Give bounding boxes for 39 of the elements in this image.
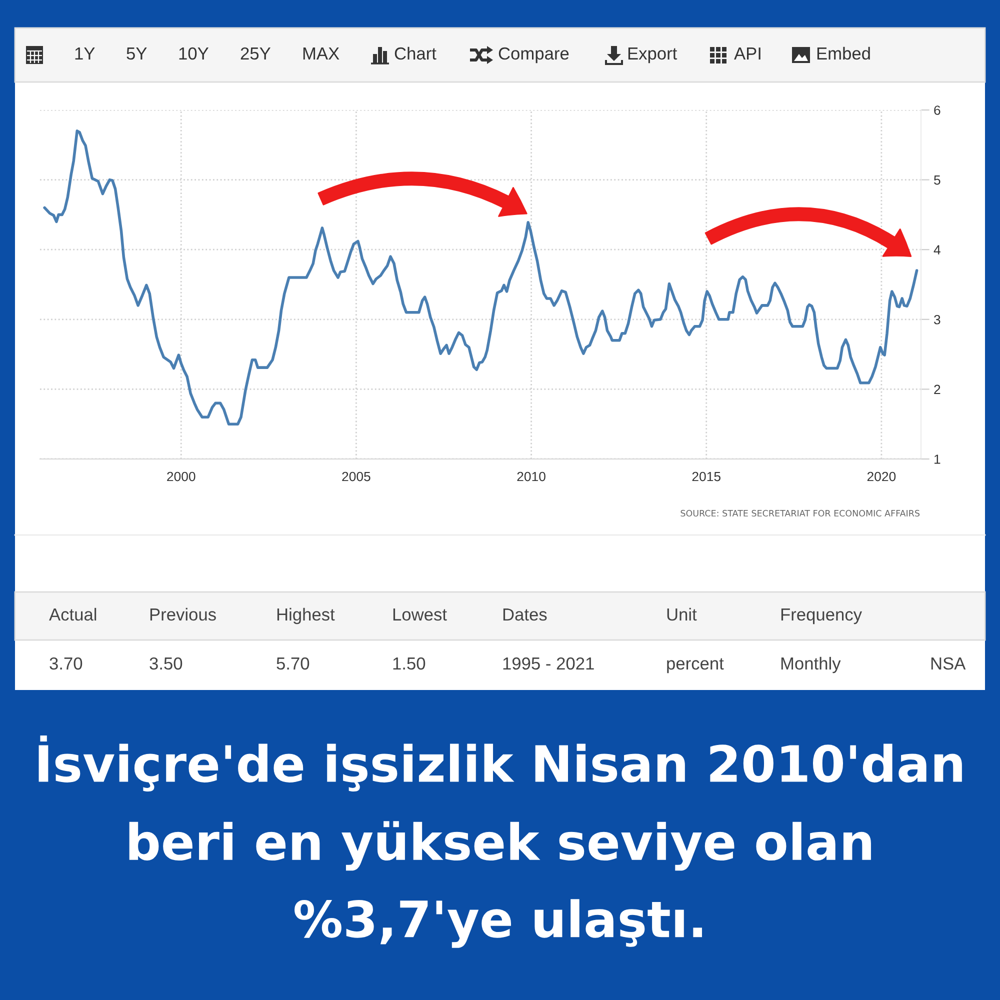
line-series: [43, 130, 918, 426]
text: 5Y: [126, 48, 147, 60]
text: MAX: [303, 48, 340, 60]
text: Monthly: [781, 656, 841, 674]
text: 1995 - 2021: [503, 657, 594, 670]
text: 1.50: [393, 657, 426, 670]
y-tick-label: 3: [934, 314, 940, 324]
x-tick-label: 2000: [167, 472, 196, 482]
y-tick-label: 2: [934, 384, 940, 394]
text: Export: [628, 48, 678, 64]
x-tick-label: 2010: [517, 472, 546, 482]
text: Chart: [394, 46, 436, 60]
text: Actual: [49, 608, 96, 621]
y-tick-label: 5: [934, 176, 940, 185]
text: Dates: [503, 608, 547, 621]
y-tick-label: 6: [934, 106, 940, 115]
text: Highest: [277, 608, 335, 624]
text: Compare: [498, 47, 569, 64]
text: 3.50: [150, 657, 182, 670]
text: Frequency: [781, 608, 862, 624]
text: 10Y: [179, 47, 209, 60]
y-tick-label: 4: [934, 245, 940, 254]
x-tick-label: 2015: [692, 472, 720, 482]
text: 25Y: [240, 47, 271, 60]
text: Unit: [667, 608, 697, 621]
text: Lowest: [393, 608, 447, 621]
text: 5.70: [276, 657, 310, 670]
x-tick-label: 2005: [342, 472, 370, 482]
text: 1Y: [75, 48, 95, 60]
text: percent: [667, 658, 724, 674]
text: API: [734, 48, 760, 60]
source-note: SOURCE: STATE SECRETARIAT FOR ECONOMIC AFFAIRS: [680, 510, 920, 517]
y-tick-label: 1: [934, 454, 940, 464]
text: NSA: [931, 657, 966, 670]
text: Embed: [817, 46, 870, 60]
text: İsviçre'de işsizlik Nisan 2010'dan beri en yüksek seviye olan %3,7'ye ulaştı.: [38, 735, 962, 948]
text: 3.70: [50, 657, 82, 670]
x-tick-label: 2020: [867, 472, 896, 482]
text: Previous: [150, 608, 216, 621]
